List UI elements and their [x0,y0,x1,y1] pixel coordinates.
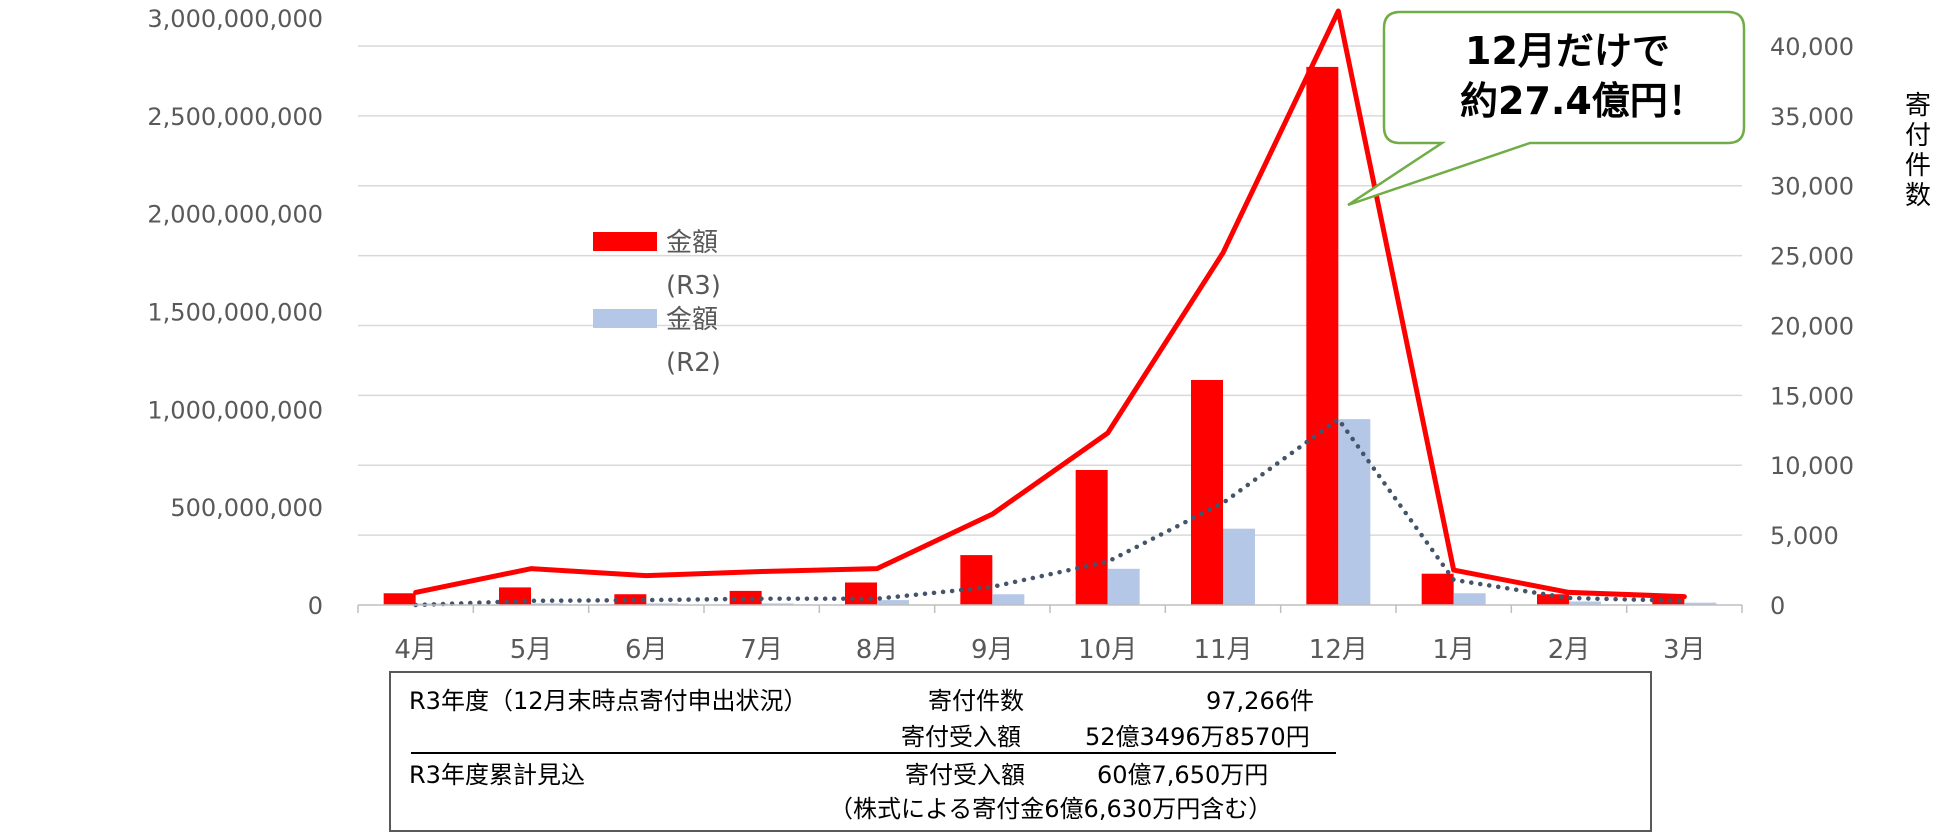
bar-r3 [729,590,762,605]
x-tick-label: 2月 [1548,635,1591,665]
row2-value: 52億3496万8570円 [1085,723,1310,751]
y2-axis-title-char: 件 [1905,151,1931,181]
y2-tick-label: 0 [1770,592,1785,620]
bar-r2 [761,603,794,605]
y2-tick-label: 25,000 [1770,243,1854,271]
y-tick-label: 0 [308,592,323,620]
x-tick-label: 3月 [1663,635,1706,665]
bar-r3 [845,582,877,605]
bar-r2 [1684,602,1717,605]
bar-r3 [1421,573,1454,605]
x-tick-label: 6月 [625,635,668,665]
callout-line2: 約27.4億円！ [1460,79,1706,123]
row1-label: R3年度（12月末時点寄付申出状況） [409,687,808,715]
legend: 金額 (R3) 金額 (R2) [593,228,721,378]
bar-r3 [383,593,416,605]
bar-r3 [1537,594,1569,605]
y2-tick-label: 15,000 [1770,382,1854,410]
x-tick-label: 8月 [856,635,899,665]
line-series [413,8,1687,608]
bar-r2 [1569,601,1601,605]
x-tick-label: 9月 [971,635,1014,665]
y-tick-label: 500,000,000 [170,494,323,522]
legend-sublabel: (R3) [666,271,721,301]
row2-key: 寄付受入額 [901,723,1021,751]
bar-series [383,66,1717,605]
legend-swatch [593,309,657,328]
y2-tick-label: 30,000 [1770,173,1854,201]
y2-tick-label: 35,000 [1770,103,1854,131]
x-tick-label: 10月 [1078,635,1137,665]
callout-line1: 12月だけで [1465,29,1670,73]
row1-key: 寄付件数 [928,687,1024,715]
gridlines [358,45,1742,536]
row4-note: （株式による寄付金6億6,630万円含む） [829,795,1273,823]
summary-box: R3年度（12月末時点寄付申出状況） 寄付件数 97,266件 寄付受入額 52… [389,671,1652,832]
y-tick-label: 3,000,000,000 [147,5,323,33]
summary-divider [411,752,1336,754]
bar-r3 [1075,469,1108,605]
bar-r2 [877,600,909,605]
x-tick-label: 4月 [394,635,437,665]
row3-value: 60億7,650万円 [1097,761,1269,789]
bar-r3 [1191,379,1223,605]
x-tick-label: 5月 [510,635,553,665]
legend-label: 金額 [666,305,718,335]
bar-r3 [960,555,993,605]
bar-r2 [1453,593,1486,605]
row3-label: R3年度累計見込 [409,761,585,789]
y2-axis-title-char: 付 [1905,121,1931,151]
x-tick-label: 12月 [1309,635,1368,665]
legend-label: 金額 [666,228,718,258]
row3-key: 寄付受入額 [905,761,1025,789]
bar-r3 [1306,66,1339,605]
legend-sublabel: (R2) [666,348,721,378]
legend-swatch [593,232,657,251]
y2-tick-label: 10,000 [1770,452,1854,480]
y-tick-label: 2,500,000,000 [147,103,323,131]
y2-axis-title-char: 数 [1905,181,1931,211]
bar-r2 [1338,419,1371,605]
row1-value: 97,266件 [1206,687,1314,715]
y2-axis-title-char: 寄 [1905,91,1931,121]
bar-r2 [531,603,563,605]
bar-r3 [614,594,647,605]
bar-r2 [1223,528,1255,605]
y-tick-label: 1,000,000,000 [147,396,323,424]
line-count-r2 [413,416,1687,608]
bar-r2 [992,594,1025,605]
line-count-r3 [413,8,1687,600]
x-tick-label: 1月 [1432,635,1475,665]
y2-tick-label: 5,000 [1770,522,1839,550]
bar-r2 [1107,568,1140,605]
y-tick-label: 1,500,000,000 [147,299,323,327]
x-tick-label: 7月 [740,635,783,665]
callout-bubble [1347,10,1746,207]
y-tick-label: 2,000,000,000 [147,201,323,229]
bar-r2 [646,603,679,605]
y2-tick-label: 20,000 [1770,312,1854,340]
axes: 0 5,000 10,000 15,000 20,000 25,000 30,000 35,0… [147,5,1931,665]
x-tick-label: 11月 [1193,635,1252,665]
y2-tick-label: 40,000 [1770,33,1854,61]
